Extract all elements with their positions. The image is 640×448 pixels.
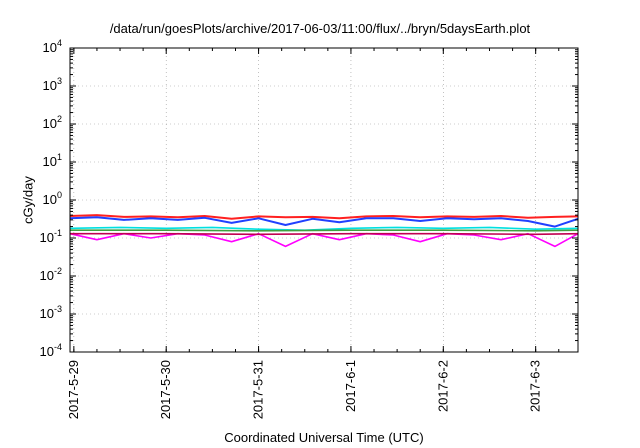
x-tick-label: 2017-5-30	[158, 360, 173, 419]
series-line	[69, 226, 579, 231]
series-line	[69, 214, 579, 220]
y-tick-label: 10-3	[40, 304, 62, 321]
x-tick-label: 2017-6-1	[343, 360, 358, 412]
grid-lines	[70, 48, 578, 352]
y-tick-label: 10-1	[40, 228, 62, 245]
axis-ticks: 10-4 10-3 10-2 10-1 100 101 102 103 104 2017-5-29…	[40, 38, 578, 419]
y-tick-label: 100	[43, 190, 62, 207]
y-tick-label: 10-4	[40, 342, 62, 359]
y-tick-label: 102	[43, 114, 62, 131]
series-lines	[69, 214, 579, 248]
series-line	[69, 216, 579, 228]
series-line	[70, 232, 579, 236]
y-tick-label: 101	[43, 152, 62, 169]
series-line	[70, 229, 579, 232]
y-tick-label: 104	[43, 38, 62, 55]
x-tick-label: 2017-5-29	[66, 360, 81, 419]
y-tick-label: 10-2	[40, 266, 62, 283]
x-axis-label: Coordinated Universal Time (UTC)	[224, 430, 424, 445]
y-tick-label: 103	[43, 76, 62, 93]
y-axis-label: cGy/day	[20, 176, 36, 224]
series-line	[69, 232, 579, 248]
x-tick-label: 2017-6-3	[528, 360, 543, 412]
chart-title: /data/run/goesPlots/archive/2017-06-03/1…	[109, 21, 531, 36]
x-tick-label: 2017-5-31	[251, 360, 266, 419]
x-tick-label: 2017-6-2	[435, 360, 450, 412]
